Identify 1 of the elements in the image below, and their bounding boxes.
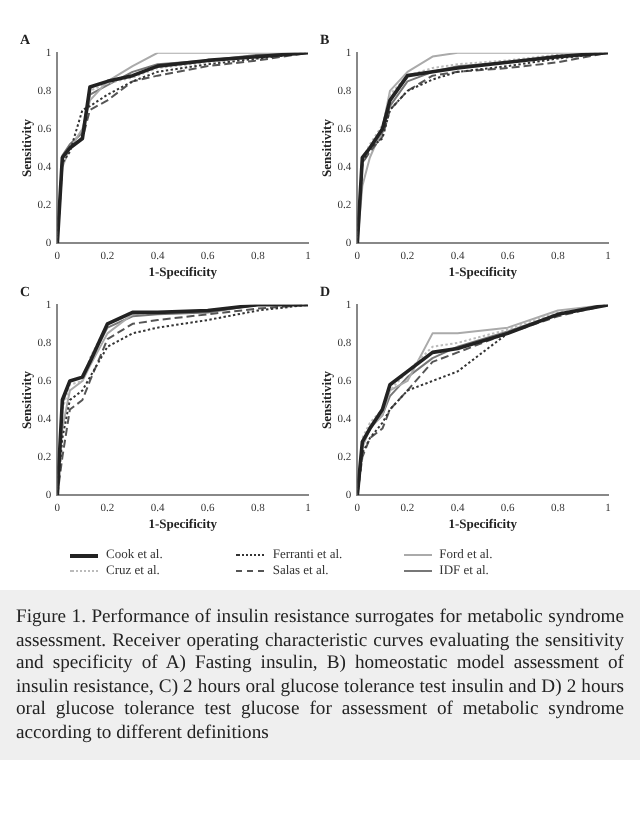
caption: Figure 1. Performance of insulin resistance surrogates for metabolic syndrome assessment. Receiver operating characteristic curves evaluating the sensitivity and specificity of A) Fasting insulin, B) homeostatic model assessment of insulin resistance, C) 2 hours oral glucose tolerance test insulin and D) 2 hours oral glucose tolerance test glucose for assessment of metabolic syndrome according to different definitions — [16, 606, 624, 744]
